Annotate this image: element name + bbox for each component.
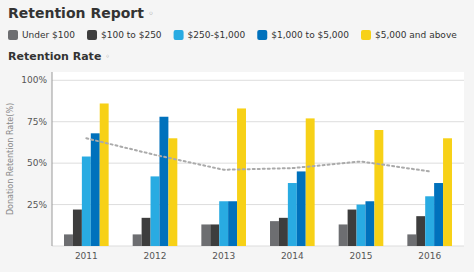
bar — [339, 224, 348, 246]
line — [86, 138, 429, 171]
bar — [228, 201, 237, 246]
legend-label: $1,000 to $5,000 — [271, 30, 349, 40]
bar — [407, 234, 416, 246]
x-tick-label: 2012 — [144, 251, 167, 261]
legend-swatch — [87, 30, 97, 40]
bar — [82, 157, 91, 246]
bar — [443, 138, 452, 246]
bar — [210, 224, 219, 246]
legend-label: $250-$1,000 — [188, 30, 246, 40]
x-tick-label: 2014 — [281, 251, 304, 261]
grid-line — [52, 80, 464, 81]
bar — [159, 117, 168, 246]
bar — [348, 210, 357, 246]
y-tick-label: 50% — [27, 158, 47, 168]
bar — [434, 183, 443, 246]
y-axis-line — [52, 72, 53, 246]
background — [0, 0, 474, 272]
x-tick-label: 2013 — [212, 251, 235, 261]
bar — [168, 138, 177, 246]
legend-swatch — [174, 30, 184, 40]
legend-label: Under $100 — [22, 30, 75, 40]
legend-label: $100 to $250 — [101, 30, 162, 40]
bar — [365, 201, 374, 246]
bar — [133, 234, 142, 246]
grid-line — [52, 163, 464, 164]
annotation: ◦ — [105, 52, 110, 61]
legend-swatch — [8, 30, 18, 40]
y-tick-label: 75% — [27, 117, 47, 127]
bar — [270, 221, 279, 246]
bar — [91, 133, 100, 246]
y-tick-label: 100% — [21, 75, 47, 85]
x-tick-label: 2016 — [418, 251, 441, 261]
bar — [201, 224, 210, 246]
chart: Retention Report ◦ Under $100 $100 to $250 $… — [0, 0, 474, 272]
legend: Under $100 $100 to $250 $250-$1,000 $1,000 … — [8, 30, 457, 40]
grid-line — [52, 246, 464, 247]
bar — [142, 218, 151, 246]
bar — [357, 205, 366, 246]
y-axis-label: Donation Retention Rate(%) — [6, 103, 15, 215]
bar — [151, 176, 160, 246]
bar — [297, 171, 306, 246]
grid-line — [52, 204, 464, 205]
plot-area — [52, 72, 464, 246]
legend-swatch — [361, 30, 371, 40]
legend-swatch — [257, 30, 267, 40]
bar — [219, 201, 228, 246]
x-tick-label: 2015 — [350, 251, 373, 261]
bar — [306, 118, 315, 246]
bar — [374, 130, 383, 246]
title: Retention Report — [8, 5, 144, 21]
bar — [425, 196, 434, 246]
bar — [100, 103, 109, 246]
grid-line — [52, 121, 464, 122]
bar — [288, 183, 297, 246]
annotation: ◦ — [148, 8, 154, 19]
bar — [279, 218, 288, 246]
bar — [237, 108, 246, 246]
marks — [64, 103, 452, 246]
subtitle: Retention Rate — [8, 50, 101, 63]
bar — [416, 216, 425, 246]
bar — [73, 210, 82, 246]
legend-label: $5,000 and above — [375, 30, 457, 40]
y-tick-label: 25% — [27, 200, 47, 210]
bar — [64, 234, 73, 246]
x-tick-label: 2011 — [75, 251, 98, 261]
